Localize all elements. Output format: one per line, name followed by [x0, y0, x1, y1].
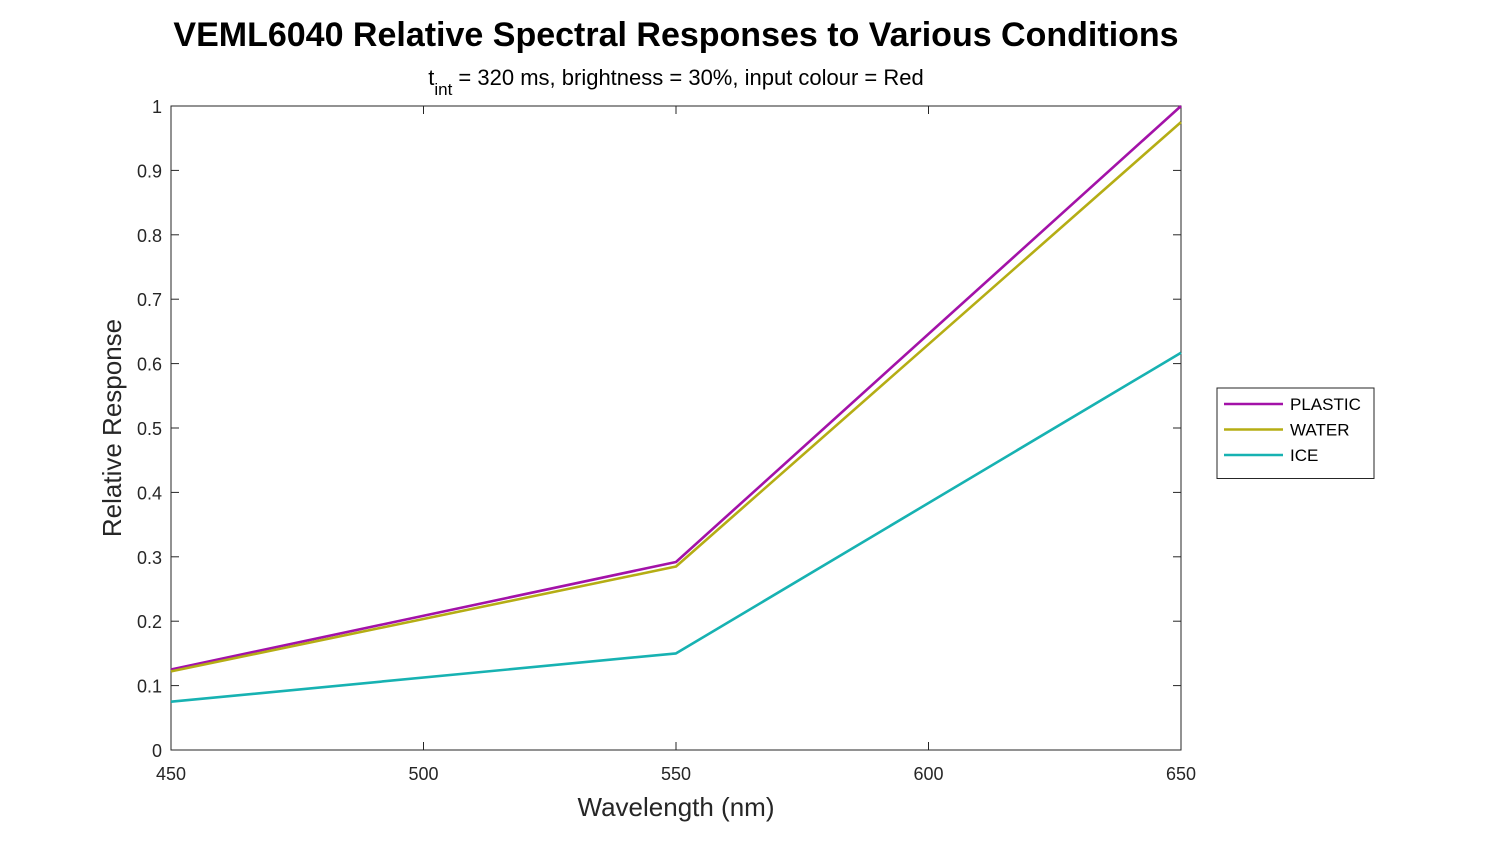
y-tick-label: 0 — [152, 741, 162, 761]
chart-title: VEML6040 Relative Spectral Responses to … — [173, 16, 1178, 54]
legend-label-water: WATER — [1290, 421, 1350, 440]
y-tick-label: 0.4 — [137, 483, 162, 503]
y-tick-label: 0.5 — [137, 419, 162, 439]
legend-label-ice: ICE — [1290, 446, 1318, 465]
x-tick-label: 500 — [408, 764, 438, 784]
subtitle-prefix: t — [428, 65, 434, 90]
x-tick-label: 650 — [1166, 764, 1196, 784]
series-line-plastic — [170, 105, 1182, 671]
y-tick-label: 0.1 — [137, 677, 162, 697]
series-line-water — [170, 121, 1182, 673]
chart-subtitle: tint = 320 ms, brightness = 30%, input c… — [428, 65, 924, 99]
x-tick-label: 450 — [156, 764, 186, 784]
series-lines — [170, 105, 1182, 703]
plot-box — [170, 105, 1182, 751]
x-tick-label: 550 — [661, 764, 691, 784]
y-tick-label: 1 — [152, 97, 162, 117]
subtitle-rest: = 320 ms, brightness = 30%, input colour… — [452, 65, 923, 90]
y-tick-label: 0.6 — [137, 355, 162, 375]
x-tick-label: 600 — [913, 764, 943, 784]
legend: PLASTIC WATER ICE — [1216, 387, 1375, 479]
series-line-ice — [170, 351, 1182, 703]
y-tick-label: 0.7 — [137, 290, 162, 310]
legend-label-plastic: PLASTIC — [1290, 395, 1361, 414]
subtitle-subscript: int — [434, 80, 452, 99]
x-axis-label: Wavelength (nm) — [578, 792, 775, 822]
plot-area — [170, 105, 1182, 751]
y-tick-label: 0.8 — [137, 226, 162, 246]
y-tick-label: 0.3 — [137, 548, 162, 568]
y-axis-label: Relative Response — [97, 319, 127, 537]
y-tick-label: 0.2 — [137, 612, 162, 632]
y-tick-label: 0.9 — [137, 161, 162, 181]
axis-ticks: 450 500 550 600 650 0 0.1 0.2 0.3 0.4 0.5 0.6 0.7 0.8… — [137, 97, 1196, 784]
